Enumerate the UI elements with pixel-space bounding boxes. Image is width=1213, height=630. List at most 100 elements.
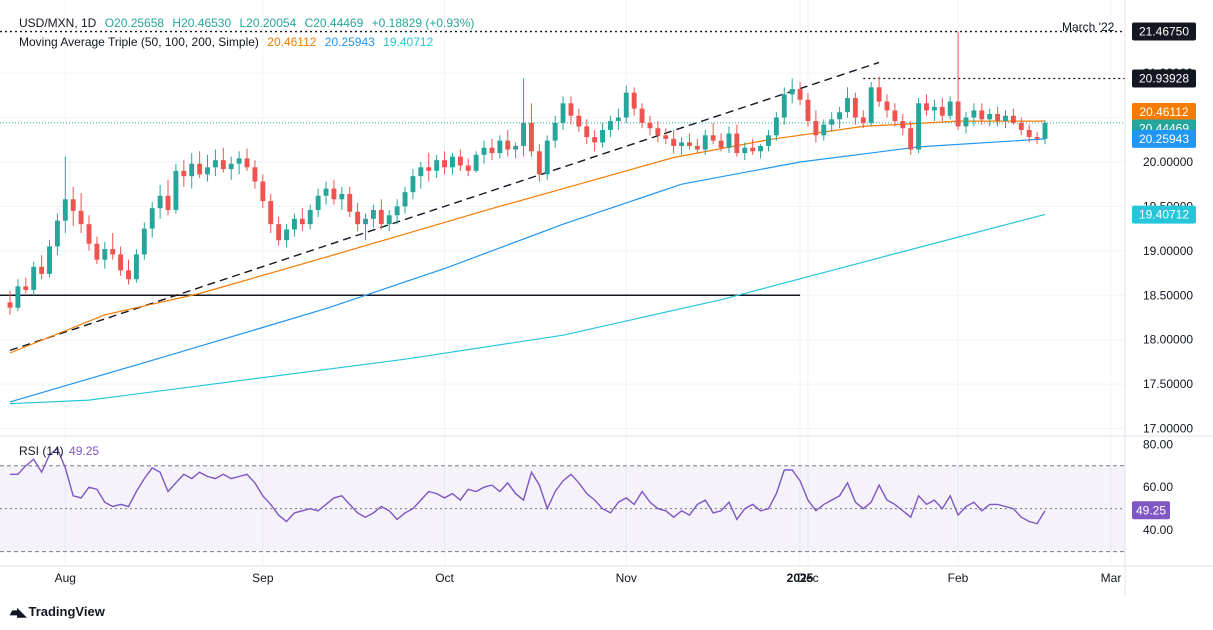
candle-body: [955, 101, 961, 127]
candle-body: [521, 122, 526, 146]
candle-body: [260, 181, 266, 202]
candle-body: [31, 266, 37, 290]
candle-body: [536, 151, 542, 175]
candle-body: [315, 195, 321, 210]
candle-body: [1010, 115, 1016, 123]
candle-body: [773, 117, 779, 136]
ma100-line: [9, 138, 1046, 403]
candle-body: [758, 145, 764, 152]
candle-body: [465, 165, 471, 171]
price-badges: 21.4675020.9392820.4611220.4446920.25943…: [1132, 22, 1196, 520]
candle-body: [236, 158, 242, 164]
candle-body: [781, 94, 787, 118]
candle-body: [220, 160, 226, 170]
close-value: C20.44469: [304, 16, 364, 30]
moving-average-lines: [9, 120, 1046, 405]
tradingview-logo-text: TradingView: [28, 604, 105, 619]
rsi-legend-label[interactable]: RSI (14): [19, 444, 64, 458]
candle-body: [39, 266, 45, 274]
candle-body: [876, 87, 882, 102]
candle-body: [378, 209, 384, 225]
candle-body: [402, 192, 408, 207]
candle-body: [995, 113, 1001, 122]
candle-body: [276, 224, 282, 241]
candle-body: [931, 106, 937, 111]
candle-body: [473, 154, 479, 171]
candle-body: [845, 97, 850, 113]
price-badge: [1132, 22, 1196, 41]
candle-body: [963, 117, 969, 127]
candle-body: [829, 119, 835, 125]
candle-body: [592, 137, 598, 143]
candle-body: [718, 140, 724, 148]
tradingview-logo[interactable]: ▰◣ TradingView: [10, 604, 105, 619]
candle-body: [434, 160, 440, 171]
candle-body: [252, 167, 258, 182]
candle-body: [323, 188, 329, 196]
rsi-legend: RSI (14) 49.25: [19, 444, 104, 458]
candle-body: [244, 158, 250, 168]
candle-body: [126, 270, 131, 280]
candle-body: [331, 188, 337, 200]
time-tick-label: Oct: [435, 571, 454, 585]
rsi-tick-label: 40.00: [1143, 523, 1173, 537]
candle-body: [307, 209, 313, 225]
price-badge: [1132, 69, 1196, 88]
rsi-badge-label: 49.25: [1136, 503, 1166, 517]
candle-body: [78, 210, 84, 225]
ma200-line: [9, 213, 1046, 405]
candle-body: [284, 229, 289, 241]
candle-body: [797, 89, 803, 100]
candle-body: [505, 140, 511, 150]
time-tick-label: Aug: [55, 571, 76, 585]
price-badge-label: 20.93928: [1139, 71, 1189, 85]
candle-body: [268, 201, 274, 225]
candle-body: [102, 249, 108, 260]
candle-body: [418, 167, 424, 177]
candle-body: [118, 254, 124, 271]
candle-body: [70, 199, 76, 211]
candle-body: [529, 122, 534, 152]
price-tick-label: 18.00000: [1143, 333, 1193, 347]
candle-body: [766, 135, 771, 146]
ma-legend-label[interactable]: Moving Average Triple (50, 100, 200, Sim…: [19, 35, 259, 49]
candle-body: [860, 117, 866, 123]
price-badge-label: 21.46750: [1139, 25, 1189, 39]
candle-body: [939, 106, 945, 116]
candle-body: [916, 103, 922, 150]
candle-body: [892, 110, 898, 122]
price-tick-label: 17.50000: [1143, 377, 1193, 391]
ma50-legend-value: 20.46112: [267, 35, 317, 49]
rsi-legend-value: 49.25: [69, 444, 100, 458]
price-tick-label: 18.50000: [1143, 288, 1193, 302]
candle-body: [1018, 122, 1024, 130]
candle-body: [15, 286, 21, 308]
candle-body: [647, 122, 653, 129]
candle-body: [497, 140, 503, 154]
rsi-series: [10, 447, 1046, 525]
candle-body: [584, 126, 590, 138]
rsi-badge: [1132, 501, 1170, 520]
candle-body: [110, 249, 116, 255]
candle-body: [370, 209, 376, 219]
candle-body: [291, 218, 297, 230]
candle-body: [608, 121, 613, 130]
candle-body: [639, 108, 645, 123]
trend-line: [9, 61, 880, 352]
candle-body: [410, 176, 416, 193]
candle-body: [1026, 129, 1032, 138]
reference-lines: [0, 30, 1125, 352]
candle-body: [54, 220, 60, 247]
symbol-header: USD/MXN, 1D O20.25658 H20.46530 L20.2005…: [19, 16, 479, 30]
candle-body: [181, 170, 187, 177]
ma-legend: Moving Average Triple (50, 100, 200, Sim…: [19, 35, 438, 49]
candle-body: [141, 228, 147, 255]
symbol-label[interactable]: USD/MXN, 1D: [19, 16, 97, 30]
low-value: L20.20054: [239, 16, 297, 30]
candle-body: [449, 156, 455, 168]
candle-body: [189, 163, 195, 177]
candle-body: [655, 128, 661, 136]
time-tick-label: Dec: [797, 571, 818, 585]
march-22-label: March '22: [1062, 20, 1115, 34]
